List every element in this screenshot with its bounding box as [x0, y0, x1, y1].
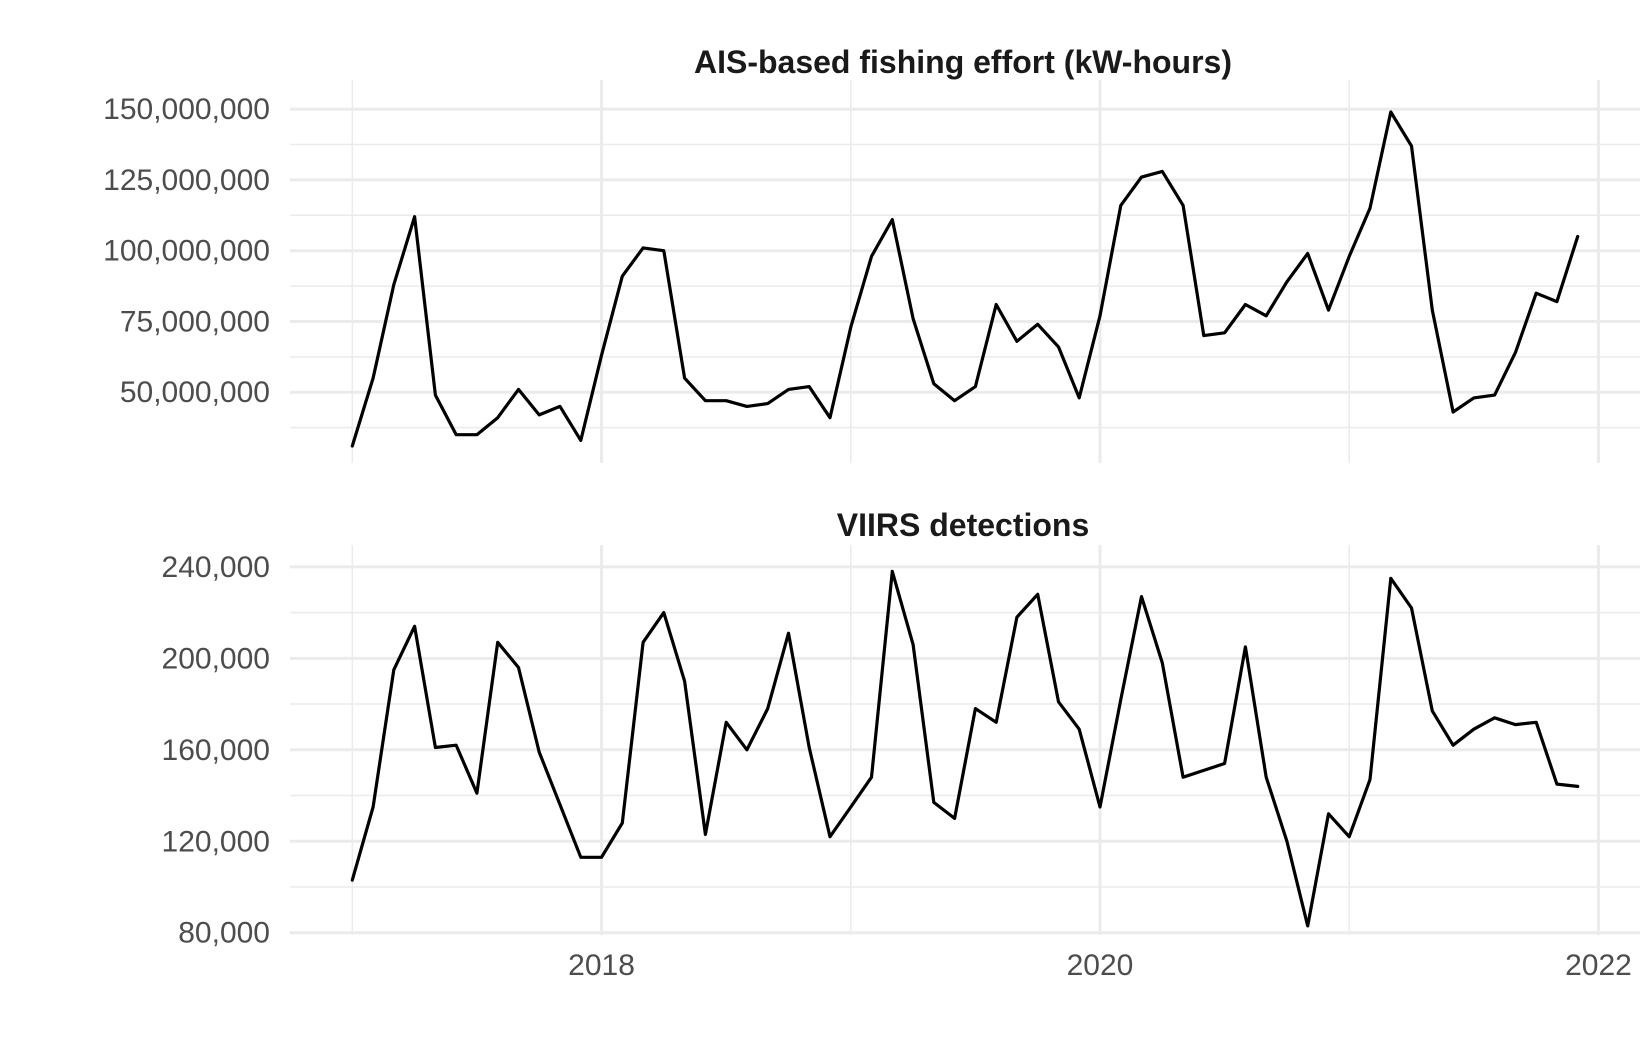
- ais-y-tick-label: 125,000,000: [103, 164, 270, 197]
- ais-y-tick-label: 50,000,000: [120, 376, 270, 409]
- ais-series-line: [350, 110, 1580, 448]
- viirs-x-tick-label: 2020: [1067, 949, 1134, 982]
- viirs-grid: [290, 545, 1640, 935]
- viirs-panel-title: VIIRS detections: [837, 507, 1090, 543]
- panel-viirs-detections: VIIRS detections 80,000 120,000 160,000 200…: [162, 507, 1640, 982]
- viirs-x-tick-label: 2018: [568, 949, 635, 982]
- ais-grid: [290, 80, 1640, 463]
- panel-ais-fishing-effort: AIS-based fishing effort (kW-hours) 50,0…: [103, 44, 1640, 463]
- viirs-y-tick-label: 200,000: [162, 642, 270, 675]
- ais-y-tick-label: 100,000,000: [103, 235, 270, 268]
- ais-series: [350, 110, 1580, 448]
- viirs-x-axis: 2018 2020 2022: [568, 949, 1632, 982]
- viirs-y-tick-label: 160,000: [162, 734, 270, 767]
- ais-y-tick-label: 150,000,000: [103, 93, 270, 126]
- viirs-x-tick-label: 2022: [1565, 949, 1632, 982]
- ais-y-axis: 50,000,000 75,000,000 100,000,000 125,000,0…: [103, 93, 270, 409]
- viirs-y-tick-label: 120,000: [162, 825, 270, 858]
- viirs-series-line: [350, 569, 1580, 928]
- viirs-y-tick-label: 80,000: [178, 917, 270, 950]
- viirs-y-axis: 80,000 120,000 160,000 200,000 240,000: [162, 551, 270, 950]
- viirs-series: [350, 569, 1580, 928]
- ais-panel-title: AIS-based fishing effort (kW-hours): [694, 44, 1232, 80]
- viirs-y-tick-label: 240,000: [162, 551, 270, 584]
- ais-y-tick-label: 75,000,000: [120, 305, 270, 338]
